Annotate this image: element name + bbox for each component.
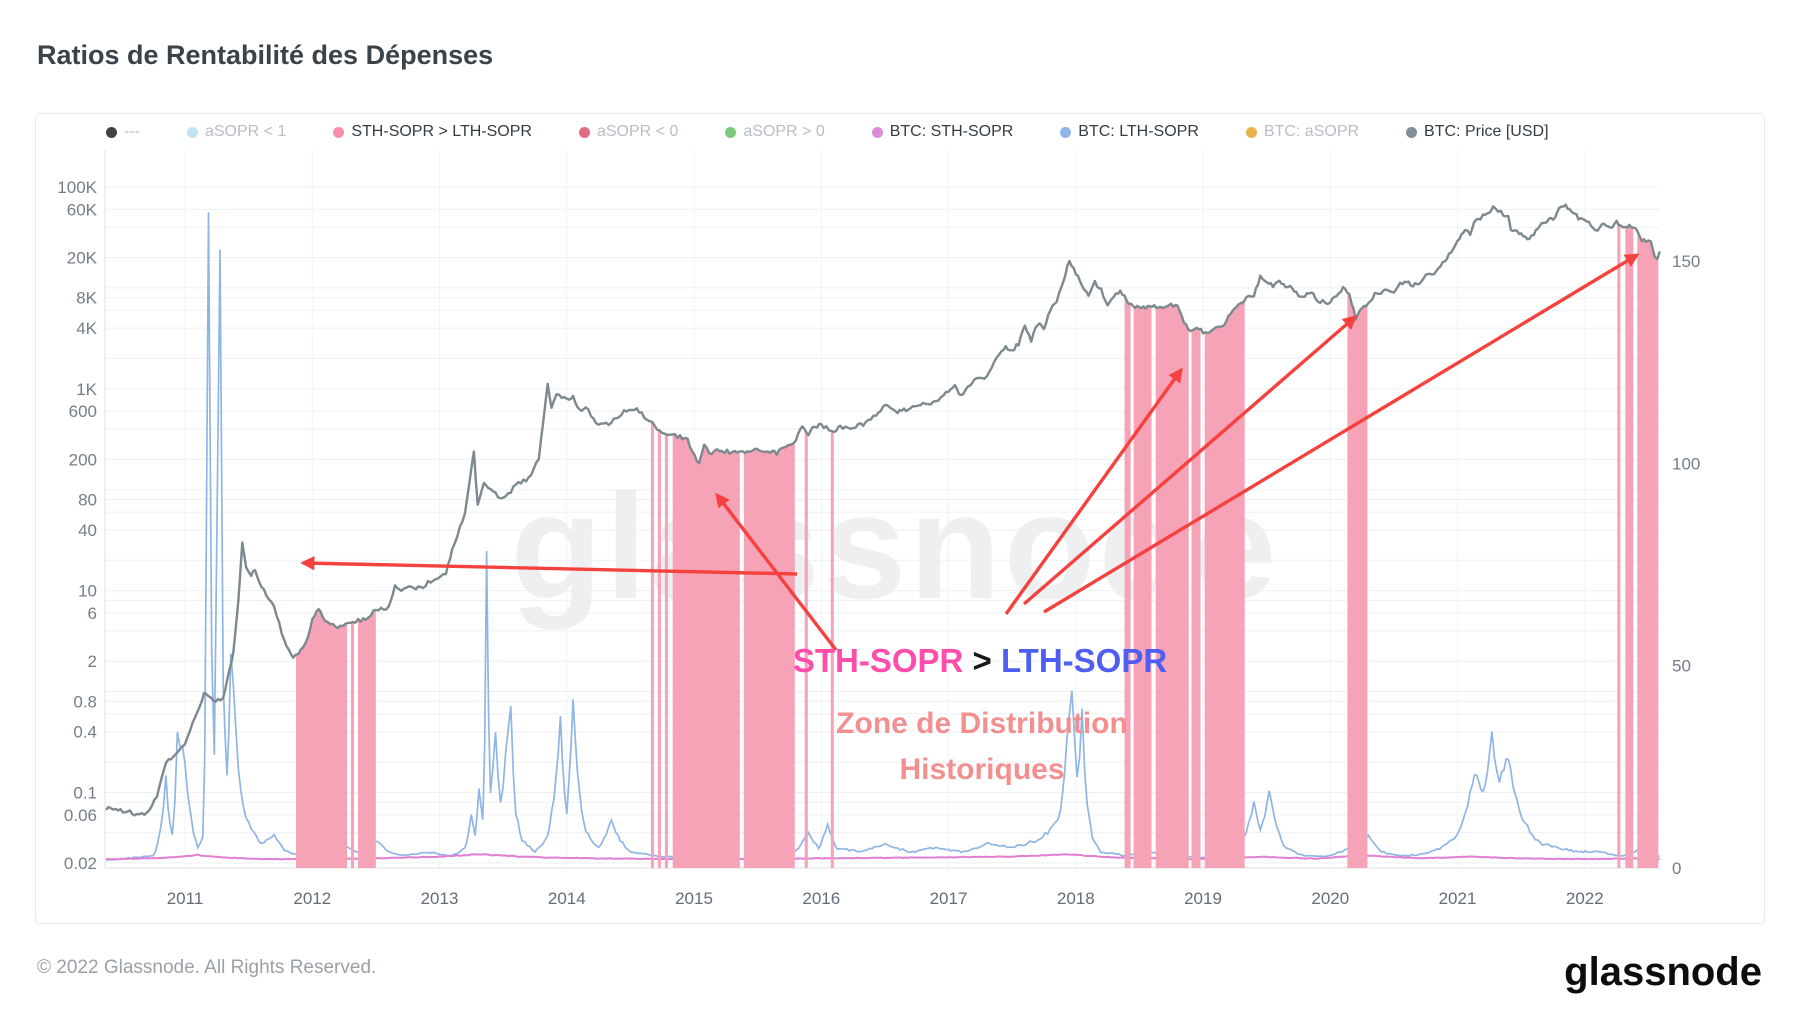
y-axis-left-tick: 80 — [78, 491, 97, 510]
legend-dot-icon — [1060, 126, 1072, 138]
annotation-comparison-segment: STH-SOPR — [793, 642, 964, 679]
legend-label: BTC: aSOPR — [1263, 123, 1360, 140]
price-line-series — [105, 203, 1661, 817]
y-axis-left-tick: 10 — [78, 582, 97, 601]
x-axis-tick: 2013 — [421, 889, 459, 908]
legend-item-btc-price[interactable]: BTC: Price [USD] — [1406, 123, 1549, 141]
y-axis-left-tick: 2 — [88, 652, 97, 671]
y-axis-left-tick: 40 — [78, 521, 97, 540]
legend-label: BTC: LTH-SOPR — [1078, 123, 1199, 140]
x-axis-labels: 2011 2012 2013 2014 2015 2016 2017 2018 2019 2020… — [167, 889, 1604, 908]
legend-dot-icon — [106, 126, 117, 138]
x-axis-tick: 2011 — [167, 889, 204, 908]
x-axis-tick: 2012 — [293, 889, 331, 908]
y-axis-right-tick: 0 — [1672, 859, 1681, 878]
legend-label: aSOPR < 1 — [204, 123, 287, 140]
x-axis-tick: 2016 — [802, 889, 840, 908]
legend-item-dash[interactable]: --- — [106, 123, 140, 141]
legend-item-btc-lth-sopr[interactable]: BTC: LTH-SOPR — [1060, 123, 1199, 141]
legend-dot-icon — [333, 126, 345, 138]
annotation-arrows — [300, 253, 1640, 652]
x-axis-tick: 2018 — [1057, 889, 1095, 908]
annotation-comparison-segment: LTH-SOPR — [1001, 642, 1167, 679]
annotation-arrow — [1022, 315, 1358, 606]
annotation-arrow — [1004, 367, 1183, 615]
y-axis-left-tick: 4K — [76, 319, 97, 338]
x-axis-tick: 2022 — [1566, 889, 1604, 908]
y-axis-left-tick: 60K — [67, 200, 98, 219]
y-axis-left-tick: 0.06 — [64, 806, 97, 825]
annotation-zone-line: Zone de Distribution — [836, 707, 1128, 740]
legend-item-asopr-gt-0[interactable]: aSOPR > 0 — [725, 123, 825, 141]
x-axis-tick: 2015 — [675, 889, 713, 908]
annotation-comparison: STH-SOPR > LTH-SOPR — [793, 642, 1168, 679]
y-axis-left-tick: 100K — [57, 178, 97, 197]
y-axis-left-tick: 0.4 — [73, 723, 97, 742]
legend-item-btc-sth-sopr[interactable]: BTC: STH-SOPR — [871, 123, 1014, 141]
y-axis-left-tick: 0.8 — [73, 692, 97, 711]
legend-label: aSOPR > 0 — [743, 123, 825, 140]
legend-item-asopr-lt-1[interactable]: aSOPR < 1 — [186, 123, 287, 141]
legend-dot-icon — [871, 126, 883, 138]
y-axis-right-tick: 50 — [1672, 657, 1691, 676]
annotation-arrow — [300, 556, 798, 576]
x-axis-tick: 2021 — [1439, 889, 1477, 908]
y-axis-left-tick: 0.02 — [64, 854, 97, 873]
y-axis-left-tick: 0.1 — [73, 784, 97, 803]
gridlines — [104, 150, 1660, 869]
legend-dot-icon — [578, 126, 590, 138]
y-axis-right-tick: 150 — [1672, 252, 1700, 271]
annotation-zone-line: Historiques — [899, 753, 1064, 786]
x-axis-tick: 2017 — [930, 889, 968, 908]
legend-label: aSOPR < 0 — [596, 123, 679, 140]
y-axis-left-tick: 200 — [69, 450, 97, 469]
y-axis-right-labels: 150 100 50 0 — [1672, 252, 1700, 878]
annotation-arrow — [1043, 253, 1640, 614]
y-axis-left-tick: 8K — [76, 289, 97, 308]
legend-dot-icon — [725, 126, 737, 138]
y-axis-left-tick: 6 — [88, 604, 97, 623]
legend-label: BTC: Price [USD] — [1424, 123, 1549, 140]
y-axis-right-tick: 100 — [1672, 454, 1700, 473]
x-axis-tick: 2014 — [548, 889, 586, 908]
legend-dot-icon — [1406, 126, 1418, 138]
copyright-text: © 2022 Glassnode. All Rights Reserved. — [37, 957, 377, 978]
x-axis-tick: 2019 — [1184, 889, 1222, 908]
y-axis-left-tick: 600 — [69, 402, 97, 421]
legend-label: --- — [124, 123, 140, 140]
brand-wordmark: glassnode — [1564, 950, 1762, 994]
y-axis-left-labels: 100K 60K 20K 8K 4K 1K 600 200 80 40 10 6 2 0.8 0.4 0.1 0… — [57, 178, 97, 873]
legend-item-btc-asopr[interactable]: BTC: aSOPR — [1245, 123, 1360, 141]
page-title: Ratios de Rentabilité des Dépenses — [37, 40, 494, 70]
x-axis-tick: 2020 — [1311, 889, 1349, 908]
annotation-comparison-segment: > — [963, 642, 1001, 679]
legend-dot-icon — [186, 126, 198, 138]
y-axis-left-tick: 20K — [67, 249, 98, 268]
legend-dot-icon — [1245, 126, 1257, 138]
annotation-arrow — [715, 492, 838, 652]
legend-label: STH-SOPR > LTH-SOPR — [351, 123, 532, 140]
y-axis-left-tick: 1K — [76, 380, 97, 399]
legend: --- aSOPR < 1 STH-SOPR > LTH-SOPR aSOPR < 0… — [36, 119, 1800, 145]
legend-item-sth-gt-lth[interactable]: STH-SOPR > LTH-SOPR — [333, 123, 532, 141]
legend-item-asopr-lt-0[interactable]: aSOPR < 0 — [578, 123, 679, 141]
legend-label: BTC: STH-SOPR — [889, 123, 1014, 140]
